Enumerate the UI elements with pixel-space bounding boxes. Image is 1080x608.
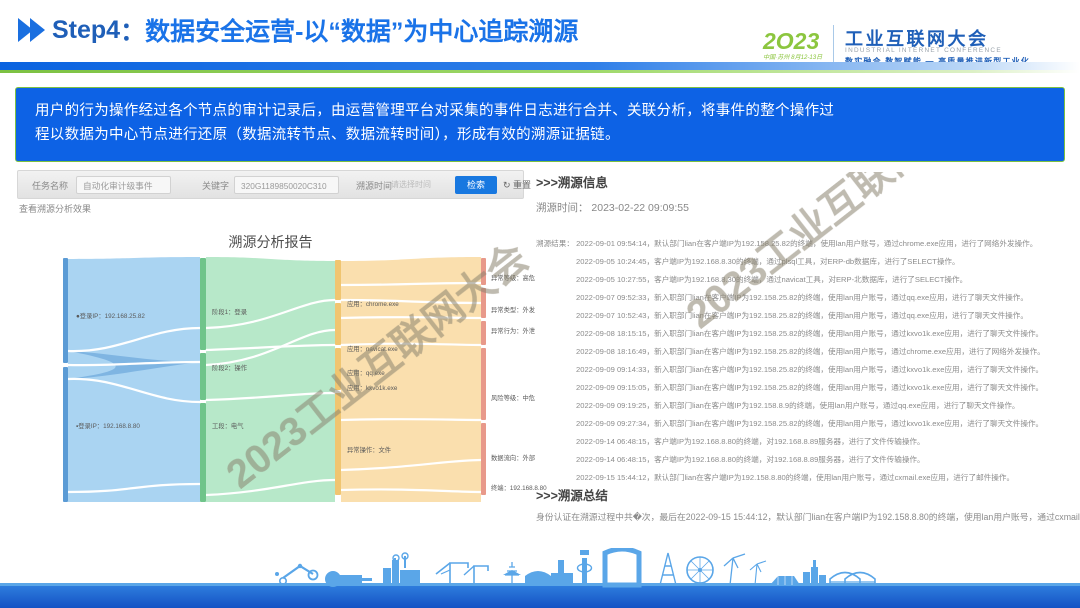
- svg-text:风险等级：中危: 风险等级：中危: [491, 393, 536, 402]
- svg-text:异常操作：文件: 异常操作：文件: [347, 445, 391, 454]
- svg-text:▪登录IP：192.168.8.80: ▪登录IP：192.168.8.80: [76, 421, 140, 430]
- svg-text:异常类型：外发: 异常类型：外发: [491, 305, 536, 314]
- svg-text:数据流向：外部: 数据流向：外部: [491, 453, 535, 462]
- svg-text:应用：navicat.exe: 应用：navicat.exe: [347, 344, 398, 353]
- svg-text:异常等级：高危: 异常等级：高危: [491, 273, 536, 282]
- svg-text:阶段1：登录: 阶段1：登录: [212, 307, 247, 316]
- svg-text:应用：kxvo1k.exe: 应用：kxvo1k.exe: [347, 383, 398, 392]
- svg-text:应用：qq.exe: 应用：qq.exe: [347, 368, 385, 377]
- svg-text:●登录IP：192.168.25.82: ●登录IP：192.168.25.82: [76, 311, 145, 320]
- svg-text:2023工业互联网大会: 2023工业互联网大会: [218, 235, 536, 497]
- svg-text:异常行为：外泄: 异常行为：外泄: [491, 326, 536, 335]
- svg-text:工段：电气: 工段：电气: [212, 421, 244, 430]
- svg-text:应用：chrome.exe: 应用：chrome.exe: [347, 299, 399, 308]
- svg-text:阶段2：操作: 阶段2：操作: [212, 363, 248, 372]
